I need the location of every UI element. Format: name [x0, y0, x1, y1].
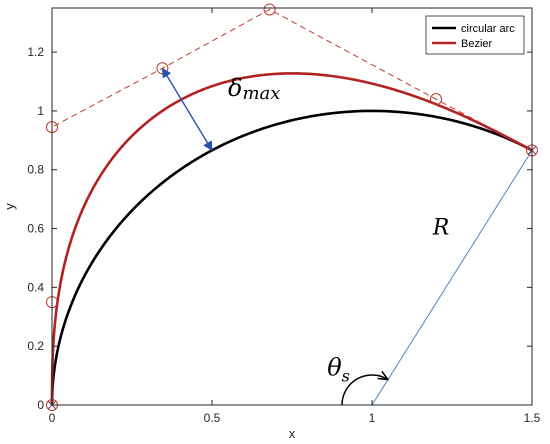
- y-tick-label: 0.6: [27, 222, 44, 236]
- y-tick-label: 1.2: [27, 45, 44, 59]
- x-axis-label: x: [289, 426, 296, 441]
- control-point-marker: [263, 3, 276, 16]
- legend: circular arc Bezier: [425, 15, 525, 55]
- y-tick-label: 0.4: [27, 280, 44, 294]
- x-tick-label: 1: [369, 411, 376, 425]
- annotation-delta-subscript: max: [242, 83, 280, 104]
- x-tick-label: 0: [49, 411, 56, 425]
- legend-box: [425, 15, 525, 55]
- control-point-marker: [430, 93, 442, 106]
- axes: 0 0.5 1 1.5 0 0.2 0.4 0.6 0.8 1 1.2 x y: [2, 7, 541, 441]
- annotation-theta-subscript: s: [342, 367, 350, 386]
- y-axis-label: y: [2, 203, 17, 210]
- y-tick-label: 0.2: [27, 339, 44, 353]
- x-tick-label: 1.5: [524, 411, 541, 425]
- theta-angle-arc: [341, 375, 387, 406]
- y-tick-label: 1: [37, 104, 44, 118]
- delta-max-arrow: [161, 67, 213, 152]
- legend-label-circular-arc: circular arc: [461, 23, 515, 35]
- y-tick-label: 0: [37, 398, 44, 412]
- radius-line: [371, 150, 533, 406]
- y-tick-label: 0.8: [27, 163, 44, 177]
- x-tick-label: 0.5: [204, 411, 221, 425]
- annotation-radius: R: [432, 215, 450, 240]
- axes-box: [51, 7, 533, 406]
- legend-label-bezier: Bezier: [461, 38, 493, 50]
